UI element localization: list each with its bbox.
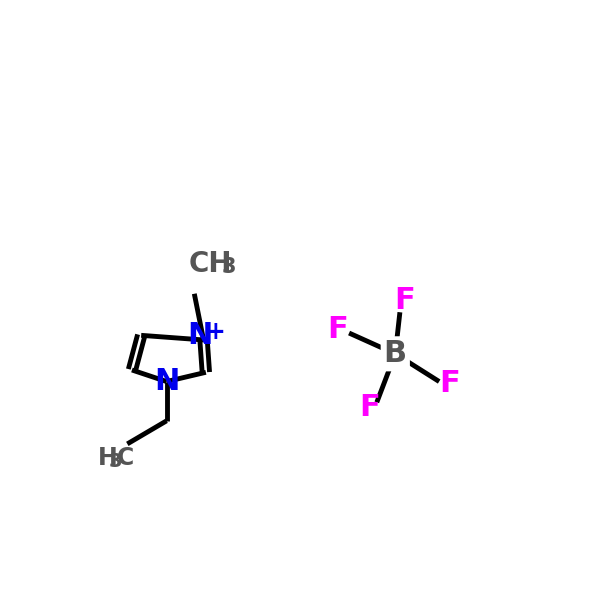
Text: +: + [205,320,225,344]
Text: F: F [359,394,380,422]
Text: N: N [187,321,212,350]
Text: F: F [327,315,348,344]
Text: F: F [439,370,460,398]
Text: B: B [384,340,407,368]
Text: F: F [394,286,415,315]
Text: H: H [98,446,118,470]
Text: N: N [154,367,179,396]
Text: CH: CH [189,250,232,278]
Text: C: C [116,446,134,470]
Text: 3: 3 [109,452,122,471]
Text: 3: 3 [222,257,236,277]
